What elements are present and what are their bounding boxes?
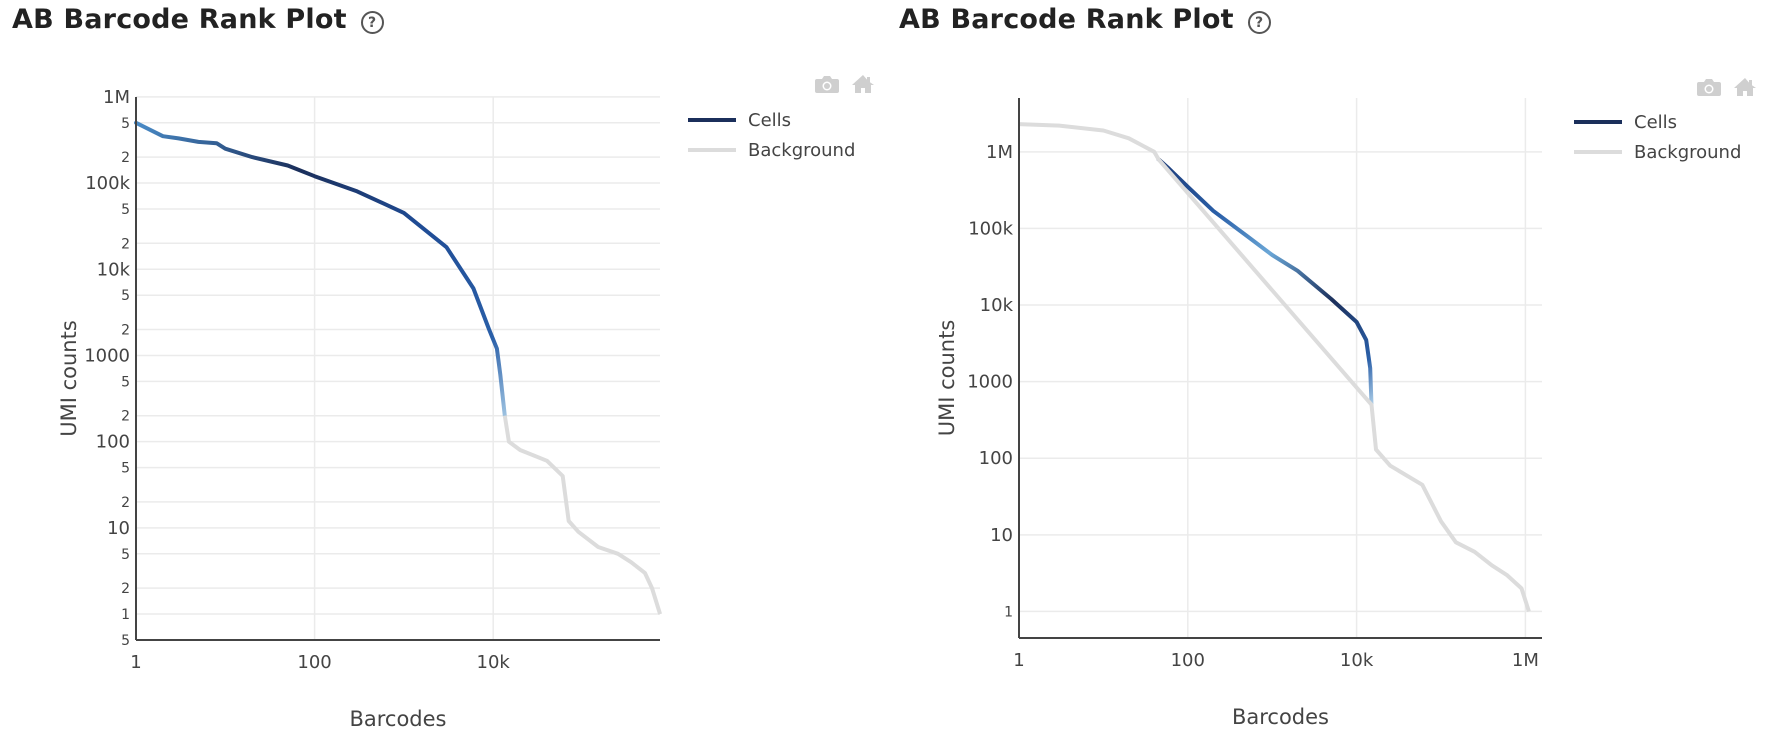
y-tick-label: 5	[121, 288, 130, 304]
background-line[interactable]	[502, 415, 663, 615]
y-tick-label: 2	[121, 495, 130, 511]
y-tick-label: 100k	[85, 173, 130, 194]
legend-label: Background	[748, 139, 856, 161]
help-icon[interactable]: ?	[1247, 11, 1271, 34]
y-tick-label: 1M	[103, 87, 130, 108]
camera-icon[interactable]	[1696, 76, 1722, 98]
camera-icon[interactable]	[814, 73, 840, 95]
cells-line[interactable]	[1156, 157, 1374, 407]
background-line[interactable]	[1018, 122, 1531, 613]
y-tick-label: 5	[121, 202, 130, 218]
home-icon[interactable]	[1732, 76, 1758, 98]
y-tick-label: 10	[990, 525, 1013, 546]
y-tick-label: 2	[121, 150, 130, 166]
y-tick-label: 1	[121, 607, 130, 623]
panel-title: AB Barcode Rank Plot ?	[899, 4, 1271, 35]
legend-item-background[interactable]: Background	[688, 135, 855, 165]
help-icon[interactable]: ?	[360, 11, 384, 34]
y-axis-title: UMI counts	[57, 320, 81, 437]
y-tick-label: 5	[121, 374, 130, 390]
y-tick-label: 5	[121, 116, 130, 132]
x-tick-label: 100	[1171, 650, 1205, 671]
title-text: AB Barcode Rank Plot	[12, 4, 347, 35]
y-tick-label: 10	[107, 518, 130, 539]
y-tick-label: 100	[979, 448, 1013, 469]
legend-label: Cells	[1634, 111, 1678, 133]
x-tick-label: 1	[1013, 650, 1024, 671]
panel-2: AB Barcode Rank Plot ? 1M 100k 10k 1000 100 1…	[886, 0, 1772, 746]
y-tick-label: 100	[96, 432, 130, 453]
y-tick-label: 2	[121, 236, 130, 252]
x-tick-label: 1M	[1512, 650, 1539, 671]
y-tick-label: 10k	[980, 295, 1014, 316]
legend-swatch-cells	[688, 118, 736, 122]
y-tick-label: 2	[121, 409, 130, 425]
modebar	[1696, 76, 1758, 98]
y-tick-label: 100k	[968, 218, 1013, 239]
y-tick-label: 5	[121, 633, 130, 649]
panel-1: AB Barcode Rank Plot ? 1M 5 2 100k 5 2 10k 5 2 10…	[0, 0, 886, 746]
y-tick-label: 1000	[967, 372, 1013, 393]
legend-swatch-background	[1574, 150, 1622, 154]
y-tick-label: 1	[1004, 604, 1013, 620]
y-tick-label: 5	[121, 547, 130, 563]
legend: Cells Background	[688, 105, 855, 165]
y-tick-label: 1000	[84, 345, 130, 366]
panel-title: AB Barcode Rank Plot ?	[12, 4, 384, 35]
modebar	[814, 73, 876, 95]
legend-label: Cells	[748, 109, 792, 131]
x-axis-title: Barcodes	[1232, 705, 1329, 729]
x-axis-title: Barcodes	[349, 707, 446, 731]
x-tick-label: 1	[130, 652, 141, 673]
y-tick-label: 10k	[97, 259, 131, 280]
home-icon[interactable]	[850, 73, 876, 95]
y-tick-label: 2	[121, 581, 130, 597]
title-text: AB Barcode Rank Plot	[899, 4, 1234, 35]
legend-swatch-cells	[1574, 120, 1622, 124]
legend: Cells Background	[1574, 107, 1741, 167]
y-tick-label: 1M	[986, 142, 1013, 163]
legend-label: Background	[1634, 141, 1742, 163]
y-tick-label: 2	[121, 323, 130, 339]
barcode-rank-plot-2[interactable]: 1M 100k 10k 1000 100 10 1 1 100 10k 1M Barcodes UMI …	[886, 0, 1772, 746]
x-tick-label: 10k	[477, 652, 511, 673]
y-tick-label: 5	[121, 461, 130, 477]
legend-item-cells[interactable]: Cells	[688, 105, 855, 135]
cells-line[interactable]	[134, 120, 507, 418]
x-tick-label: 100	[297, 652, 331, 673]
legend-swatch-background	[688, 148, 736, 152]
x-tick-label: 10k	[1340, 650, 1374, 671]
y-axis-title: UMI counts	[935, 320, 959, 437]
legend-item-cells[interactable]: Cells	[1574, 107, 1741, 137]
legend-item-background[interactable]: Background	[1574, 137, 1741, 167]
